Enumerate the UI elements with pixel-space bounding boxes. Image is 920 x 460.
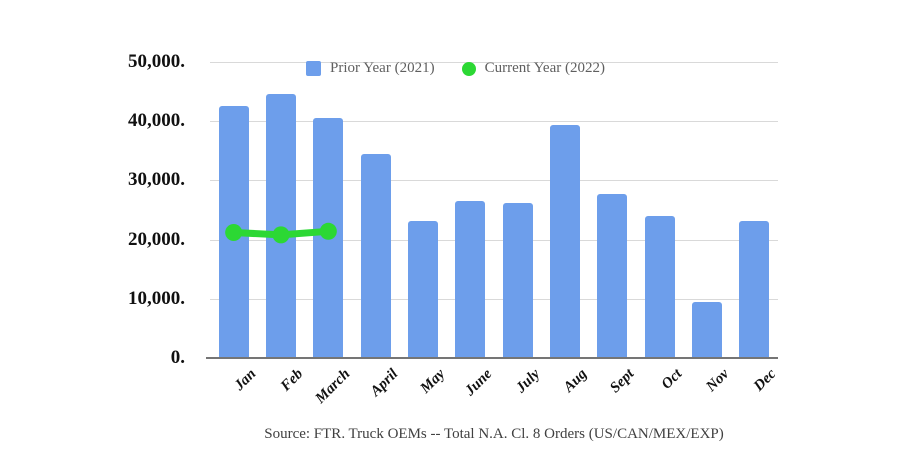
bar-sept — [597, 194, 628, 358]
x-tick-label-feb: Feb — [277, 366, 307, 395]
bar-april — [360, 153, 391, 358]
x-tick-label-march: March — [312, 366, 354, 407]
plot-area — [206, 62, 778, 359]
bar-aug — [550, 124, 580, 358]
line-point — [319, 222, 337, 240]
gridline — [210, 298, 778, 300]
legend-item-current-year: Current Year (2022) — [461, 60, 605, 77]
legend-circle-swatch-icon — [461, 61, 476, 76]
x-tick-label-july: July — [512, 366, 543, 397]
bar-july — [502, 202, 533, 358]
line-point — [272, 226, 290, 244]
gridline — [210, 180, 778, 182]
bar-may — [408, 221, 438, 358]
y-tick-label: 0. — [170, 347, 185, 368]
gridline — [210, 121, 778, 123]
bar-june — [455, 201, 486, 358]
gridline — [210, 62, 778, 63]
x-tick-label-april: April — [367, 366, 401, 400]
bar-nov — [692, 301, 722, 358]
x-tick-label-june: June — [462, 366, 496, 400]
x-tick-label-sept: Sept — [607, 366, 638, 397]
bar-oct — [644, 215, 675, 358]
chart-legend: Prior Year (2021) Current Year (2022) — [306, 60, 605, 77]
legend-label-prior-year: Prior Year (2021) — [330, 60, 435, 76]
x-tick-label-may: May — [417, 366, 449, 397]
x-axis-line — [206, 357, 778, 359]
bar-dec — [739, 221, 770, 358]
x-tick-label-oct: Oct — [658, 366, 685, 393]
y-tick-label: 10,000. — [128, 287, 185, 309]
x-tick-label-nov: Nov — [703, 366, 733, 395]
y-tick-label: 50,000. — [128, 51, 185, 72]
x-tick-label-dec: Dec — [751, 366, 780, 395]
gridline — [210, 239, 778, 241]
x-tick-label-jan: Jan — [231, 366, 259, 394]
line-point — [225, 223, 243, 241]
current-year-line-series — [225, 222, 337, 244]
legend-label-current-year: Current Year (2022) — [484, 60, 605, 76]
legend-square-swatch-icon — [306, 61, 321, 76]
y-tick-label: 20,000. — [128, 228, 185, 250]
legend-item-prior-year: Prior Year (2021) — [306, 60, 435, 77]
source-caption: Source: FTR. Truck OEMs -- Total N.A. Cl… — [264, 426, 724, 442]
y-tick-label: 40,000. — [128, 110, 185, 132]
x-tick-label-aug: Aug — [560, 366, 591, 396]
y-tick-label: 30,000. — [128, 169, 185, 191]
bar-feb — [266, 93, 296, 358]
